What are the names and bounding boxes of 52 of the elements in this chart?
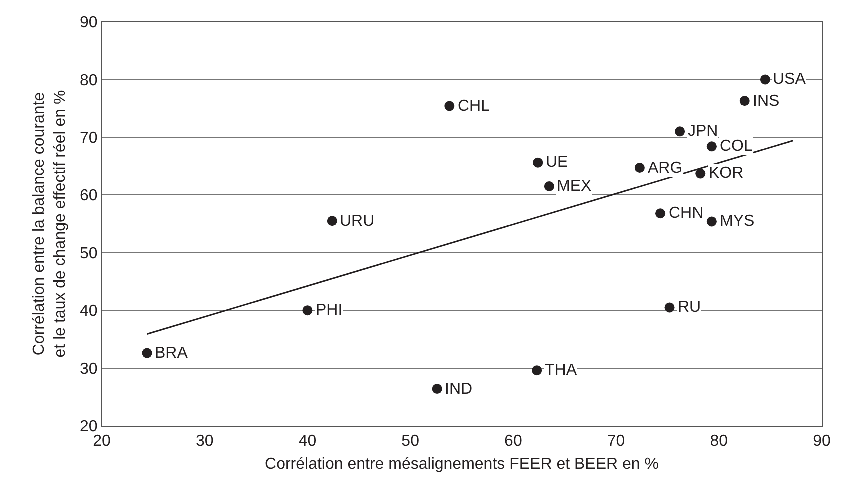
point bbox=[675, 126, 686, 137]
x-tick-label: 90 bbox=[813, 433, 831, 450]
annotation: USA bbox=[773, 71, 806, 88]
point bbox=[444, 101, 455, 112]
x-tick-label: 80 bbox=[710, 433, 728, 450]
point bbox=[533, 158, 544, 168]
annotation: CHN bbox=[669, 205, 704, 222]
point bbox=[706, 142, 717, 152]
point bbox=[544, 181, 554, 192]
point bbox=[532, 366, 542, 376]
x-tick-label: 20 bbox=[93, 433, 111, 450]
annotation: URU bbox=[340, 213, 375, 230]
x-tick-label: 60 bbox=[504, 433, 522, 450]
annotation: CHL bbox=[458, 98, 490, 115]
annotation: KOR bbox=[709, 165, 744, 182]
x-tick-label: 30 bbox=[196, 433, 214, 450]
annotation: ARG bbox=[648, 160, 683, 177]
annotation: THA bbox=[545, 362, 578, 379]
point bbox=[706, 216, 717, 227]
point bbox=[142, 348, 152, 358]
annotation: BRA bbox=[155, 345, 188, 362]
point bbox=[656, 208, 666, 219]
y-tick-label: 40 bbox=[80, 303, 98, 320]
annotation: COL bbox=[720, 138, 753, 155]
y-tick-label: 60 bbox=[80, 188, 98, 205]
annotation: PHI bbox=[316, 302, 343, 319]
annotation: MYS bbox=[720, 213, 755, 230]
point bbox=[664, 302, 675, 313]
annotation: JPN bbox=[688, 123, 718, 140]
x-axis-title: Corrélation entre mésalignements FEER et BEER en % bbox=[265, 456, 659, 473]
annotation: IND bbox=[445, 381, 473, 398]
annotation: RU bbox=[678, 299, 702, 316]
y-tick-label: 20 bbox=[80, 418, 98, 436]
annotation: UE bbox=[546, 154, 568, 171]
y-tick-label: 70 bbox=[80, 130, 98, 148]
annotation: INS bbox=[753, 93, 780, 110]
x-tick-label: 40 bbox=[298, 433, 317, 450]
point bbox=[634, 163, 645, 174]
annotation: MEX bbox=[557, 178, 592, 195]
point bbox=[760, 74, 770, 85]
y-tick-label: 80 bbox=[80, 72, 98, 90]
y-tick-label: 50 bbox=[80, 245, 98, 262]
point bbox=[740, 96, 750, 106]
point bbox=[696, 168, 706, 179]
point bbox=[327, 216, 338, 226]
y-tick-label: 90 bbox=[80, 14, 98, 32]
point bbox=[302, 306, 313, 316]
point bbox=[432, 384, 442, 394]
y-axis-title: Corrélation entre la balance courante et le taux de change effectif réel en % bbox=[31, 90, 69, 358]
x-tick-label: 70 bbox=[607, 433, 626, 450]
x-tick-label: 50 bbox=[402, 433, 420, 450]
y-tick-label: 30 bbox=[80, 360, 98, 378]
